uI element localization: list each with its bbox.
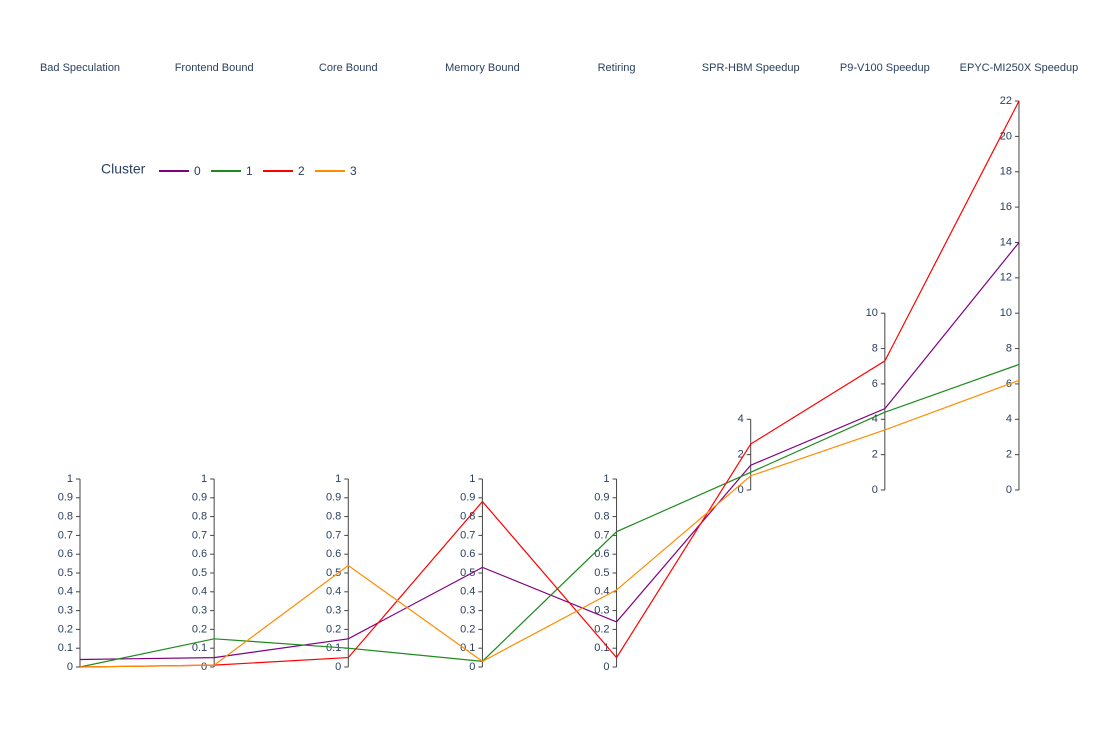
tick-label: 1 [67,473,73,485]
tick-label: 0.2 [326,623,341,635]
tick-label: 10 [1000,307,1012,319]
tick-label: 0.5 [326,567,341,579]
tick-label: 4 [872,413,878,425]
legend-label: 0 [194,164,201,178]
tick-label: 0 [335,661,341,673]
tick-label: 0.5 [58,567,73,579]
tick-label: 0 [67,661,73,673]
tick-label: 18 [1000,166,1012,178]
tick-label: 0.7 [460,529,475,541]
tick-label: 0.2 [58,623,73,635]
tick-label: 0.4 [594,586,609,598]
tick-label: 0.7 [594,529,609,541]
cluster-line [79,363,1020,668]
tick-label: 0.9 [594,492,609,504]
tick-label: 0.9 [192,492,207,504]
tick-label: 14 [1000,236,1012,248]
tick-label: 0.1 [192,642,207,654]
tick-label: 0.1 [460,642,475,654]
tick-label: 0.4 [192,586,207,598]
tick-label: 0.6 [192,548,207,560]
tick-label: 0.6 [326,548,341,560]
tick-label: 0.1 [594,642,609,654]
tick-label: 0.4 [326,586,341,598]
tick-label: 0.4 [460,586,475,598]
axis-label: P9-V100 Speedup [840,62,930,74]
tick-label: 10 [866,307,878,319]
cluster-line [79,379,1020,668]
axis-label: EPYC-MI250X Speedup [960,62,1079,74]
tick-label: 1 [201,473,207,485]
tick-label: 0 [872,484,878,496]
tick-label: 0.3 [460,605,475,617]
tick-label: 0.6 [460,548,475,560]
tick-label: 1 [469,473,475,485]
tick-label: 8 [872,342,878,354]
tick-label: 0 [201,661,207,673]
cluster-line [79,242,1020,661]
tick-label: 12 [1000,272,1012,284]
cluster-line [79,100,1020,668]
tick-label: 0.1 [58,642,73,654]
axis-label: Retiring [598,62,636,74]
tick-label: 0 [603,661,609,673]
tick-label: 0.2 [192,623,207,635]
tick-label: 0.1 [326,642,341,654]
tick-label: 0.2 [460,623,475,635]
tick-label: 0.6 [594,548,609,560]
tick-label: 0.9 [460,492,475,504]
tick-label: 0 [469,661,475,673]
axis-label: SPR-HBM Speedup [702,62,800,74]
tick-label: 0.3 [326,605,341,617]
tick-label: 0 [1006,484,1012,496]
tick-label: 0.7 [58,529,73,541]
legend-label: 1 [246,164,253,178]
tick-label: 0.6 [58,548,73,560]
tick-label: 0.9 [58,492,73,504]
tick-label: 22 [1000,95,1012,107]
tick-label: 16 [1000,201,1012,213]
tick-label: 0.7 [326,529,341,541]
tick-label: 0.8 [58,511,73,523]
tick-label: 4 [1006,413,1012,425]
tick-label: 20 [1000,130,1012,142]
tick-label: 0.9 [326,492,341,504]
tick-label: 2 [738,449,744,461]
tick-label: 0.5 [594,567,609,579]
tick-label: 0.3 [192,605,207,617]
axis-label: Bad Speculation [40,62,120,74]
tick-label: 0.3 [58,605,73,617]
tick-label: 1 [335,473,341,485]
axis-label: Frontend Bound [175,62,254,74]
legend-title: Cluster [101,161,146,177]
axis-label: Memory Bound [445,62,520,74]
tick-label: 0.3 [594,605,609,617]
tick-label: 0.8 [326,511,341,523]
tick-label: 0.8 [594,511,609,523]
tick-label: 2 [1006,449,1012,461]
tick-label: 1 [603,473,609,485]
legend-label: 3 [350,164,357,178]
tick-label: 2 [872,449,878,461]
tick-label: 0.2 [594,623,609,635]
legend-label: 2 [298,164,305,178]
tick-label: 0.5 [460,567,475,579]
tick-label: 4 [738,413,744,425]
tick-label: 0 [738,484,744,496]
tick-label: 8 [1006,342,1012,354]
tick-label: 0.8 [192,511,207,523]
axis-label: Core Bound [319,62,378,74]
tick-label: 0.5 [192,567,207,579]
tick-label: 0.7 [192,529,207,541]
tick-label: 0.4 [58,586,73,598]
tick-label: 6 [872,378,878,390]
